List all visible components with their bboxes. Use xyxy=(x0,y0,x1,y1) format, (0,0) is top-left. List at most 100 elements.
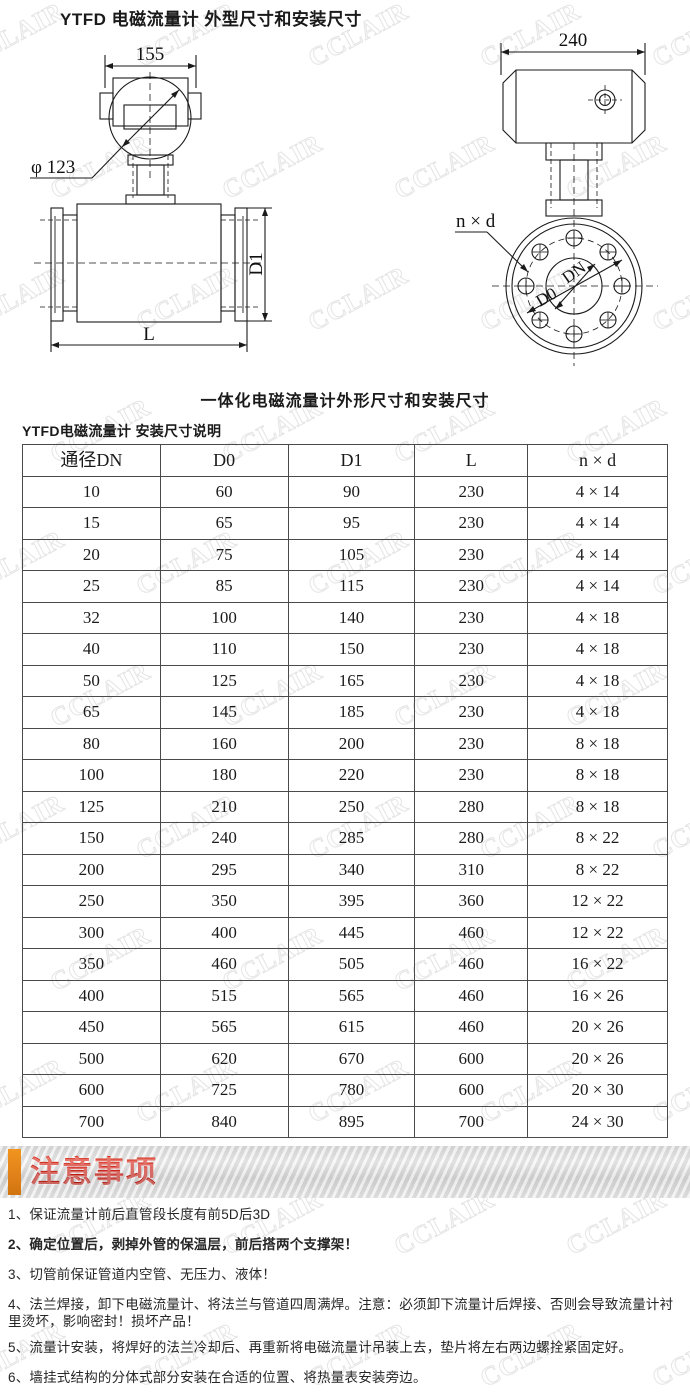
table-cell: 620 xyxy=(159,1042,289,1075)
table-cell: 230 xyxy=(414,507,529,540)
table-cell: 700 xyxy=(22,1105,161,1138)
column-header-4: n × d xyxy=(527,444,668,477)
table-cell: 280 xyxy=(414,790,529,823)
table-cell: 85 xyxy=(159,570,289,603)
table-cell: 230 xyxy=(414,633,529,666)
table-cell: 60 xyxy=(159,475,289,508)
note-item: 1、保证流量计前后直管段长度有前5D后3D xyxy=(8,1207,271,1222)
table-row: 15 65 95 230 4 × 14 xyxy=(22,507,668,540)
dim-240: 240 xyxy=(500,30,646,75)
svg-text:155: 155 xyxy=(136,44,165,65)
table-cell: 115 xyxy=(287,570,416,603)
svg-text:n × d: n × d xyxy=(456,211,496,232)
table-cell: 210 xyxy=(159,790,289,823)
note-item: 6、墙挂式结构的分体式部分安装在合适的位置、将热量表安装旁边。 xyxy=(8,1370,427,1385)
table-cell: 295 xyxy=(159,853,289,886)
table-row: 25 85 115 230 4 × 14 xyxy=(22,570,668,603)
table-cell: 8 × 22 xyxy=(527,822,668,855)
table-cell: 460 xyxy=(414,1011,529,1044)
table-cell: 725 xyxy=(159,1074,289,1107)
table-cell: 25 xyxy=(22,570,161,603)
side-view-drawing: 240 xyxy=(455,30,658,366)
table-row: 450 565 615 460 20 × 26 xyxy=(22,1011,668,1044)
notice-title: 注意事项 xyxy=(30,1147,158,1191)
table-cell: 310 xyxy=(414,853,529,886)
svg-text:240: 240 xyxy=(559,30,588,51)
table-cell: 100 xyxy=(159,601,289,634)
table-cell: 20 × 26 xyxy=(527,1042,668,1075)
table-cell: 250 xyxy=(22,885,161,918)
table-row: 150 240 285 280 8 × 22 xyxy=(22,822,668,855)
table-cell: 16 × 22 xyxy=(527,948,668,981)
table-row: 80 160 200 230 8 × 18 xyxy=(22,727,668,760)
table-cell: 700 xyxy=(414,1105,529,1138)
table-cell: 24 × 30 xyxy=(527,1105,668,1138)
table-cell: 65 xyxy=(22,696,161,729)
table-cell: 220 xyxy=(287,759,416,792)
table-heading: YTFD电磁流量计 安装尺寸说明 xyxy=(22,423,222,439)
table-cell: 4 × 18 xyxy=(527,696,668,729)
note-item: 4、法兰焊接，卸下电磁流量计、将法兰与管道四周满焊。注意：必须卸下流量计后焊接、… xyxy=(8,1297,674,1329)
table-cell: 4 × 18 xyxy=(527,633,668,666)
svg-text:DN: DN xyxy=(558,258,589,288)
note-item: 2、确定位置后，剥掉外管的保温层，前后搭两个支撑架！ xyxy=(8,1237,359,1252)
table-cell: 285 xyxy=(287,822,416,855)
column-header-1: D0 xyxy=(159,444,289,477)
table-cell: 240 xyxy=(159,822,289,855)
table-cell: 895 xyxy=(287,1105,416,1138)
column-header-0: 通径DN xyxy=(22,444,161,477)
table-cell: 460 xyxy=(159,948,289,981)
table-cell: 95 xyxy=(287,507,416,540)
table-cell: 395 xyxy=(287,885,416,918)
svg-text:L: L xyxy=(143,324,155,345)
dim-phi123: φ 123 xyxy=(30,89,180,179)
table-row: 65 145 185 230 4 × 18 xyxy=(22,696,668,729)
table-row: 600 725 780 600 20 × 30 xyxy=(22,1074,668,1107)
table-cell: 8 × 18 xyxy=(527,727,668,760)
table-row: 100 180 220 230 8 × 18 xyxy=(22,759,668,792)
table-row: 40 110 150 230 4 × 18 xyxy=(22,633,668,666)
table-row: 125 210 250 280 8 × 18 xyxy=(22,790,668,823)
table-cell: 565 xyxy=(159,1011,289,1044)
table-row: 10 60 90 230 4 × 14 xyxy=(22,475,668,508)
table-cell: 300 xyxy=(22,916,161,949)
table-cell: 140 xyxy=(287,601,416,634)
table-cell: 460 xyxy=(414,948,529,981)
table-cell: 12 × 22 xyxy=(527,885,668,918)
table-cell: 230 xyxy=(414,696,529,729)
table-cell: 780 xyxy=(287,1074,416,1107)
table-cell: 165 xyxy=(287,664,416,697)
dim-nxd: n × d xyxy=(455,211,529,273)
note-item: 3、切管前保证管道内空管、无压力、液体！ xyxy=(8,1267,277,1282)
table-cell: 445 xyxy=(287,916,416,949)
svg-text:φ 123: φ 123 xyxy=(31,157,75,178)
table-cell: 350 xyxy=(159,885,289,918)
table-cell: 600 xyxy=(22,1074,161,1107)
table-cell: 40 xyxy=(22,633,161,666)
table-cell: 8 × 18 xyxy=(527,790,668,823)
table-row: 350 460 505 460 16 × 22 xyxy=(22,948,668,981)
table-row: 32 100 140 230 4 × 18 xyxy=(22,601,668,634)
table-cell: 150 xyxy=(22,822,161,855)
notice-accent-bar xyxy=(8,1149,21,1195)
table-cell: 100 xyxy=(22,759,161,792)
table-cell: 360 xyxy=(414,885,529,918)
table-cell: 200 xyxy=(22,853,161,886)
table-cell: 90 xyxy=(287,475,416,508)
table-cell: 150 xyxy=(287,633,416,666)
table-cell: 400 xyxy=(22,979,161,1012)
table-cell: 840 xyxy=(159,1105,289,1138)
table-cell: 20 × 30 xyxy=(527,1074,668,1107)
table-cell: 20 xyxy=(22,538,161,571)
figure-caption: 一体化电磁流量计外形尺寸和安装尺寸 xyxy=(200,393,490,410)
table-cell: 160 xyxy=(159,727,289,760)
table-row: 400 515 565 460 16 × 26 xyxy=(22,979,668,1012)
table-cell: 230 xyxy=(414,538,529,571)
table-cell: 4 × 14 xyxy=(527,538,668,571)
table-row: 50 125 165 230 4 × 18 xyxy=(22,664,668,697)
table-cell: 145 xyxy=(159,696,289,729)
table-cell: 4 × 14 xyxy=(527,475,668,508)
table-cell: 230 xyxy=(414,759,529,792)
table-row: 700 840 895 700 24 × 30 xyxy=(22,1105,668,1138)
